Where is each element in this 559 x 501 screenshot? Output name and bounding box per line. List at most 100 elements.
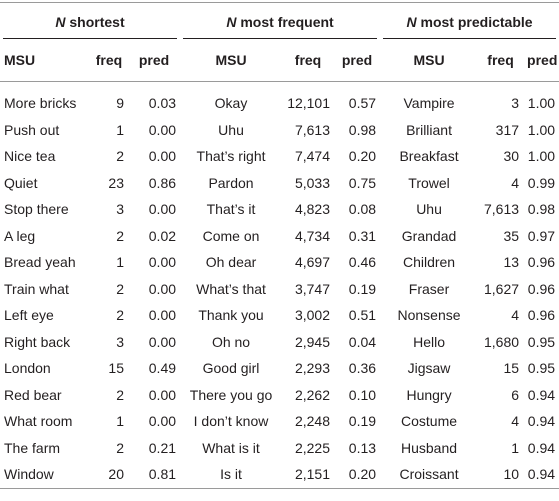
- pred-cell: 0.99: [527, 174, 556, 191]
- msu-cell: What’s that: [196, 280, 266, 297]
- table-row: Window 20 0.81 Is it 2,151 0.20 Croissant 10 0.9…: [0, 461, 559, 488]
- msu-cell: Thank you: [198, 307, 264, 324]
- freq-cell: 7,613: [294, 121, 331, 138]
- column-header: freq: [478, 39, 524, 82]
- msu-cell: Grandad: [401, 227, 457, 244]
- msu-cell: Children: [402, 254, 456, 271]
- msu-cell: Brilliant: [406, 121, 452, 138]
- msu-cell: Jigsaw: [407, 360, 451, 377]
- freq-cell: 4: [511, 307, 520, 324]
- msu-cell: That’s it: [206, 201, 256, 218]
- group-variable: N: [55, 14, 66, 30]
- column-header: freq: [90, 39, 128, 82]
- msu-cell: What room: [4, 413, 73, 430]
- msu-cell: The farm: [4, 439, 61, 456]
- group-variable: N: [406, 14, 417, 30]
- data-table: N shortest N most frequent N most predicta…: [0, 2, 559, 489]
- freq-cell: 35: [503, 227, 520, 244]
- group-label: most predictable: [420, 14, 533, 30]
- table-row: Right back 3 0.00 Oh no 2,945 0.04 Hello 1,680 0…: [0, 329, 559, 356]
- msu-cell: Trowel: [408, 174, 450, 191]
- table-row: Red bear 2 0.00 There you go 2,262 0.10 Hungry…: [0, 382, 559, 409]
- pred-cell: 0.95: [527, 360, 556, 377]
- msu-cell: Nice tea: [4, 148, 56, 165]
- freq-cell: 9: [116, 95, 124, 112]
- pred-cell: 0.51: [348, 307, 377, 324]
- table-header: N shortest N most frequent N most predicta…: [0, 3, 559, 82]
- pred-cell: 0.00: [148, 254, 177, 271]
- pred-cell: 0.94: [527, 439, 556, 456]
- pred-cell: 0.96: [527, 280, 556, 297]
- msu-cell: Hello: [413, 333, 445, 350]
- msu-cell: There you go: [189, 386, 273, 403]
- pred-cell: 0.94: [527, 466, 556, 483]
- pred-cell: 0.20: [348, 148, 377, 165]
- column-header: MSU: [180, 39, 283, 82]
- msu-cell: Train what: [4, 280, 69, 297]
- freq-cell: 2,151: [294, 466, 331, 483]
- pred-cell: 0.46: [348, 254, 377, 271]
- pred-cell: 0.49: [148, 360, 177, 377]
- freq-cell: 1,627: [483, 280, 520, 297]
- table-body: More bricks 9 0.03 Okay 12,101 0.57 Vampire 3 1.…: [0, 82, 559, 489]
- freq-cell: 1,680: [483, 333, 520, 350]
- pred-cell: 1.00: [527, 95, 556, 112]
- msu-cell: Left eye: [4, 307, 54, 324]
- group-header: N most frequent: [180, 3, 380, 39]
- freq-cell: 1: [511, 439, 520, 456]
- msu-cell: Good girl: [202, 360, 260, 377]
- pred-cell: 1.00: [527, 148, 556, 165]
- msu-cell: Nonsense: [397, 307, 461, 324]
- freq-cell: 317: [495, 121, 520, 138]
- table-row: London 15 0.49 Good girl 2,293 0.36 Jigsaw 15 0.…: [0, 355, 559, 382]
- group-label: most frequent: [240, 14, 334, 30]
- freq-cell: 2,248: [294, 413, 331, 430]
- table-row: The farm 2 0.21 What is it 2,225 0.13 Husband 1…: [0, 435, 559, 462]
- freq-cell: 15: [503, 360, 520, 377]
- msu-cell: Come on: [202, 227, 260, 244]
- freq-cell: 13: [503, 254, 520, 271]
- pred-cell: 0.04: [348, 333, 377, 350]
- msu-cell: Is it: [220, 466, 242, 483]
- freq-cell: 1: [116, 121, 124, 138]
- group-label: shortest: [69, 14, 125, 30]
- freq-cell: 30: [503, 148, 520, 165]
- freq-cell: 4,734: [294, 227, 331, 244]
- freq-cell: 23: [108, 174, 124, 191]
- pred-cell: 0.75: [348, 174, 377, 191]
- pred-cell: 0.97: [527, 227, 556, 244]
- pred-cell: 0.02: [148, 227, 177, 244]
- pred-cell: 0.94: [527, 386, 556, 403]
- msu-cell: Oh dear: [205, 254, 257, 271]
- pred-cell: 0.00: [148, 280, 177, 297]
- freq-cell: 5,033: [294, 174, 331, 191]
- freq-cell: 2,225: [294, 439, 331, 456]
- freq-cell: 2: [116, 227, 124, 244]
- group-title: N most predictable: [383, 3, 557, 39]
- group-title: N most frequent: [183, 3, 378, 39]
- msu-cell: Hungry: [406, 386, 452, 403]
- freq-cell: 15: [108, 360, 124, 377]
- freq-cell: 2: [116, 280, 124, 297]
- pred-cell: 0.98: [527, 201, 556, 218]
- msu-cell: Stop there: [4, 201, 69, 218]
- pred-cell: 0.31: [348, 227, 377, 244]
- msu-cell: Husband: [401, 439, 458, 456]
- msu-cell: Breakfast: [399, 148, 459, 165]
- freq-cell: 3,747: [294, 280, 331, 297]
- pred-cell: 0.96: [527, 254, 556, 271]
- group-title: N shortest: [3, 3, 178, 39]
- freq-cell: 12,101: [287, 95, 331, 112]
- column-header: freq: [282, 39, 335, 82]
- table-row: Push out 1 0.00 Uhu 7,613 0.98 Brilliant 317 1.0…: [0, 117, 559, 144]
- freq-cell: 2,262: [294, 386, 331, 403]
- msu-cell: Right back: [4, 333, 71, 350]
- msu-cell: Uhu: [416, 201, 442, 218]
- table-row: More bricks 9 0.03 Okay 12,101 0.57 Vampire 3 1.…: [0, 82, 559, 117]
- freq-cell: 4: [511, 413, 520, 430]
- column-header: pred: [334, 39, 381, 82]
- msu-cell: Croissant: [399, 466, 459, 483]
- pred-cell: 0.57: [348, 95, 377, 112]
- msu-cell: Red bear: [4, 386, 62, 403]
